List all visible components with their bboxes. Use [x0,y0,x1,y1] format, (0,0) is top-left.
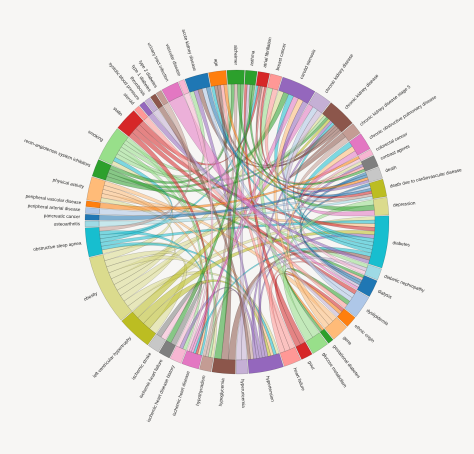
node-arc[interactable] [360,155,379,172]
node-arc[interactable] [364,264,382,281]
node-arc[interactable] [247,353,284,374]
node-label: alzheimer [233,45,238,65]
node-arc[interactable] [181,350,203,370]
node-arc[interactable] [84,220,100,228]
node-arc[interactable] [121,311,157,346]
chord-ribbon [102,184,208,356]
node-arc[interactable] [178,79,190,95]
node-label: diabetes [392,240,411,247]
node-arc[interactable] [341,123,361,142]
node-arc[interactable] [267,73,283,91]
node-arc[interactable] [365,166,383,183]
node-label: obesity [83,290,99,301]
chord-ribbon [131,128,357,295]
chord-ribbon [183,92,214,352]
node-arc[interactable] [279,346,302,367]
node-arc[interactable] [134,105,149,121]
node-arc[interactable] [86,176,106,203]
node-arc[interactable] [305,332,328,354]
node-arc[interactable] [148,333,166,353]
chord-ribbon [258,233,375,358]
chord-ribbon [99,230,210,356]
node-label: age [213,58,219,67]
node-arc[interactable] [226,69,245,85]
node-arc[interactable] [319,328,334,344]
node-label: atrial fibrillation [262,36,272,67]
node-arc[interactable] [155,90,169,106]
chord-ribbon [109,83,235,184]
chord-ribbon [280,100,370,193]
node-label: hypertension [265,375,275,402]
node-arc[interactable] [84,227,103,258]
node-arc[interactable] [349,133,371,156]
node-label: depression [393,200,416,207]
node-arc[interactable] [117,110,144,137]
node-arc[interactable] [139,101,153,117]
node-arc[interactable] [372,197,390,216]
node-arc[interactable] [336,308,356,327]
node-label: peripheral arterial disease [28,203,82,212]
node-arc[interactable] [184,72,211,93]
node-label: pancreatic cancer [44,213,81,219]
node-arc[interactable] [85,207,100,215]
chord-ribbon [188,103,314,353]
chord-ribbon [123,271,280,355]
node-arc[interactable] [278,76,316,104]
ribbon-layer [98,83,376,361]
node-label: statin [112,106,124,117]
node-label: osteoarthritis [54,221,81,226]
node-arc[interactable] [255,71,270,88]
node-arc[interactable] [89,254,133,321]
node-label: obstructive sleep apnea [33,240,82,252]
node-label: hypothyroidism [195,375,206,406]
chord-ribbon [121,143,369,269]
node-arc[interactable] [322,102,353,133]
node-arc[interactable] [199,355,214,372]
node-arc[interactable] [236,359,249,375]
node-label: hyperuricemia [240,379,246,408]
node-arc[interactable] [84,214,100,221]
node-arc[interactable] [91,159,112,181]
chord-ribbon [158,105,251,360]
node-arc[interactable] [369,178,388,199]
node-label: death [385,165,398,174]
node-label: gene [342,335,353,346]
node-label: hypoglycemia [218,378,226,407]
node-arc[interactable] [208,70,228,87]
node-label: asthma [249,50,255,66]
node-arc[interactable] [98,128,129,165]
arc-layer [84,69,390,375]
chord-ribbon [300,150,376,217]
node-arc[interactable] [324,317,348,340]
node-label: dialysis [377,289,393,300]
node-arc[interactable] [368,215,390,269]
node-arc[interactable] [161,81,184,103]
node-arc[interactable] [211,357,236,375]
chord-ribbon [289,129,346,178]
node-arc[interactable] [344,290,370,318]
node-arc[interactable] [357,149,374,162]
node-label: gout [307,360,316,371]
node-arc[interactable] [85,200,101,209]
chord-ribbon [223,84,369,190]
node-arc[interactable] [308,91,331,114]
node-arc[interactable] [356,275,378,297]
node-arc[interactable] [144,97,158,113]
node-arc[interactable] [295,341,313,360]
node-arc[interactable] [244,70,258,86]
node-arc[interactable] [169,345,187,364]
node-arc[interactable] [150,93,164,109]
node-arc[interactable] [158,340,176,359]
node-label: peripheral vascular disease [25,193,82,205]
